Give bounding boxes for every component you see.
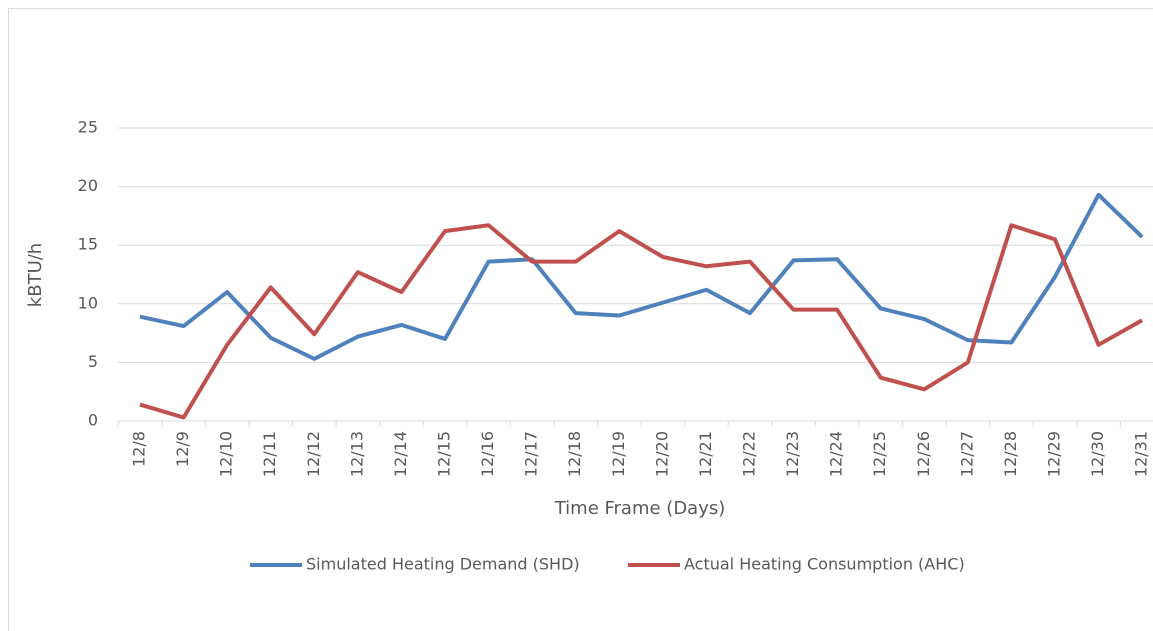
x-tick-label: 12/23: [783, 431, 802, 477]
x-tick-label: 12/31: [1132, 431, 1151, 477]
x-tick-label: 12/30: [1088, 431, 1107, 477]
x-tick-label: 12/12: [304, 431, 323, 477]
x-tick-label: 12/16: [478, 431, 497, 477]
x-tick-label: 12/28: [1001, 431, 1020, 477]
y-tick-label: 20: [78, 176, 98, 195]
chart-border: [8, 8, 1153, 631]
series-line: [139, 223, 1144, 420]
legend-label: Simulated Heating Demand (SHD): [306, 555, 580, 574]
legend-label: Actual Heating Consumption (AHC): [684, 555, 965, 574]
x-tick-label: 12/9: [173, 431, 192, 467]
y-tick-label: 5: [88, 352, 98, 371]
x-tick-label: 12/27: [957, 431, 976, 477]
x-tick-label: 12/15: [434, 431, 453, 477]
x-axis-title: Time Frame (Days): [554, 498, 726, 519]
x-tick-label: 12/13: [347, 431, 366, 477]
y-tick-label: 25: [78, 118, 98, 137]
x-tick-label: 12/14: [391, 431, 410, 477]
x-tick-label: 12/25: [870, 431, 889, 477]
x-tick-label: 12/29: [1044, 431, 1063, 477]
y-tick-label: 15: [78, 235, 98, 254]
x-tick-label: 12/26: [914, 431, 933, 477]
x-tick-label: 12/10: [217, 431, 236, 477]
y-tick-label: 10: [78, 293, 98, 312]
x-tick-label: 12/22: [739, 431, 758, 477]
x-tick-label: 12/24: [827, 431, 846, 477]
x-tick-label: 12/20: [652, 431, 671, 477]
x-tick-label: 12/8: [130, 431, 149, 467]
y-axis-title: kBTU/h: [25, 243, 46, 307]
x-tick-label: 12/11: [260, 431, 279, 477]
x-tick-label: 12/19: [609, 431, 628, 477]
x-tick-label: 12/17: [522, 431, 541, 477]
series-line: [139, 192, 1144, 361]
x-tick-label: 12/18: [565, 431, 584, 477]
y-tick-label: 0: [88, 411, 98, 430]
x-tick-label: 12/21: [696, 431, 715, 477]
